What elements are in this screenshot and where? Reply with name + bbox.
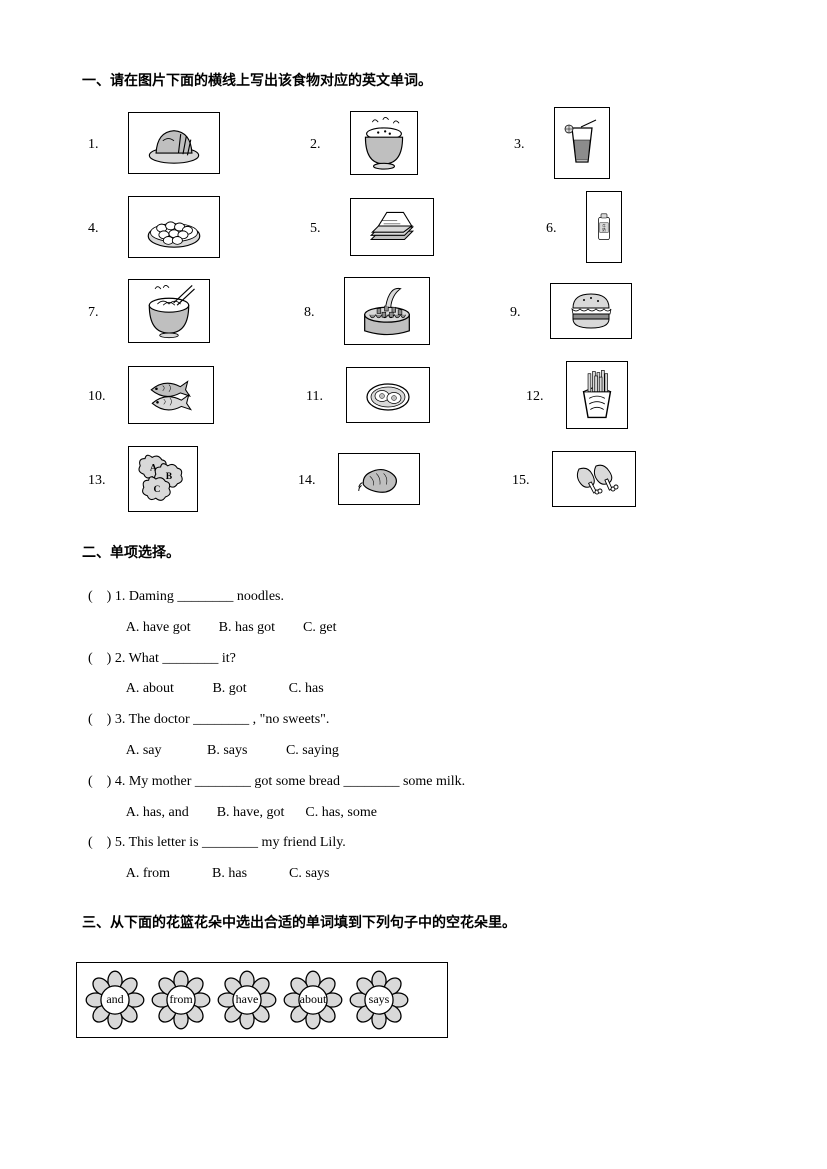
sandwiches-icon — [350, 198, 434, 256]
item-number: 10. — [88, 385, 128, 405]
item-number: 4. — [88, 217, 128, 237]
item-number: 6. — [546, 217, 586, 237]
flower-bar: andfromhaveaboutsays — [76, 962, 448, 1038]
section-a-title: 一、请在图片下面的横线上写出该食物对应的英文单词。 — [82, 70, 745, 90]
chicken-icon — [552, 451, 636, 507]
dumplings-icon — [128, 196, 220, 258]
item-number: 2. — [310, 133, 350, 153]
question-line: A. say B. says C. saying — [88, 736, 745, 767]
flower-word: says — [347, 968, 411, 1032]
question-line: ( ) 2. What ________ it? — [88, 644, 745, 675]
hamburger-icon — [550, 283, 632, 339]
item-number: 7. — [88, 301, 128, 321]
questions-block: ( ) 1. Daming ________ noodles. A. have … — [88, 582, 745, 890]
noodles-icon — [128, 279, 210, 343]
chips-icon — [566, 361, 628, 429]
rice-icon — [350, 111, 418, 175]
food-grid: 1.2.3.4.5.6.牛奶7.8.9.10.11.12.13.ABC14.15… — [88, 104, 745, 518]
question-line: A. from B. has C. says — [88, 859, 745, 890]
svg-text:C: C — [154, 484, 161, 495]
item-number: 8. — [304, 301, 344, 321]
milk-icon: 牛奶 — [586, 191, 622, 263]
biscuits-icon: ABC — [128, 446, 198, 512]
svg-text:牛: 牛 — [602, 223, 606, 228]
question-line: ( ) 3. The doctor ________ , "no sweets"… — [88, 705, 745, 736]
cake-icon — [344, 277, 430, 345]
question-line: A. has, and B. have, got C. has, some — [88, 798, 745, 829]
item-number: 11. — [306, 385, 346, 405]
fish-icon — [128, 366, 214, 424]
bread-icon — [128, 112, 220, 174]
section-c-title: 三、从下面的花篮花朵中选出合适的单词填到下列句子中的空花朵里。 — [82, 912, 745, 932]
juice-icon — [554, 107, 610, 179]
item-number: 15. — [512, 469, 552, 489]
item-number: 3. — [514, 133, 554, 153]
question-line: ( ) 4. My mother ________ got some bread… — [88, 767, 745, 798]
section-b-title: 二、单项选择。 — [82, 542, 745, 562]
svg-text:奶: 奶 — [602, 227, 606, 232]
item-number: 14. — [298, 469, 338, 489]
item-number: 13. — [88, 469, 128, 489]
eggs-icon — [346, 367, 430, 423]
flower-word: about — [281, 968, 345, 1032]
svg-text:B: B — [166, 471, 173, 482]
item-number: 1. — [88, 133, 128, 153]
flower-word: from — [149, 968, 213, 1032]
flower-word: and — [83, 968, 147, 1032]
question-line: A. have got B. has got C. get — [88, 613, 745, 644]
question-line: ( ) 5. This letter is ________ my friend… — [88, 828, 745, 859]
item-number: 5. — [310, 217, 350, 237]
sausage-icon — [338, 453, 420, 505]
question-line: A. about B. got C. has — [88, 674, 745, 705]
flower-word: have — [215, 968, 279, 1032]
item-number: 9. — [510, 301, 550, 321]
question-line: ( ) 1. Daming ________ noodles. — [88, 582, 745, 613]
item-number: 12. — [526, 385, 566, 405]
